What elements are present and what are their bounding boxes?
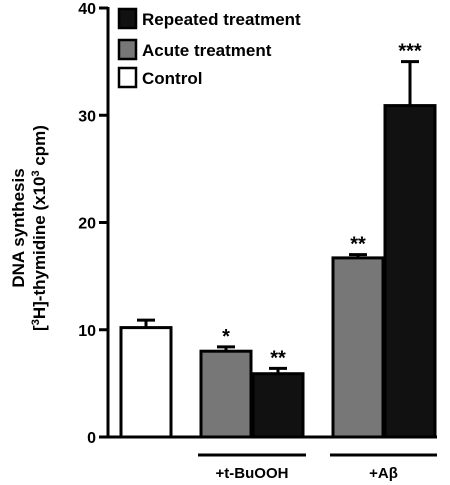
y-tick-label: 10 xyxy=(78,323,96,340)
y-tick-label: 30 xyxy=(78,108,96,125)
bar-acute-treatment xyxy=(199,349,253,439)
significance-label: *** xyxy=(398,41,422,63)
bar-acute-treatment xyxy=(331,256,385,439)
bar-control xyxy=(119,326,173,439)
legend-swatch xyxy=(117,7,138,30)
legend-label: Control xyxy=(142,69,202,88)
y-tick-label: 40 xyxy=(78,1,96,18)
bar-repeated-treatment xyxy=(251,372,305,439)
significance-label: ** xyxy=(350,234,366,256)
y-axis-label-line1: DNA synthesis xyxy=(9,168,28,287)
significance-label: ** xyxy=(270,347,286,369)
group-label: +t-BuOOH xyxy=(216,465,289,482)
y-axis-label-line2: [3H]-thymidine (x103 cpm) xyxy=(30,125,49,331)
legend-swatch xyxy=(117,66,138,89)
y-tick-label: 0 xyxy=(87,430,96,447)
bar-repeated-treatment xyxy=(383,104,437,439)
legend-label: Acute treatment xyxy=(142,41,272,60)
group-label: +Aβ xyxy=(369,465,398,482)
legend-swatch xyxy=(117,38,138,61)
y-tick-label: 20 xyxy=(78,216,96,233)
legend-label: Repeated treatment xyxy=(142,10,301,29)
significance-label: * xyxy=(222,326,230,348)
